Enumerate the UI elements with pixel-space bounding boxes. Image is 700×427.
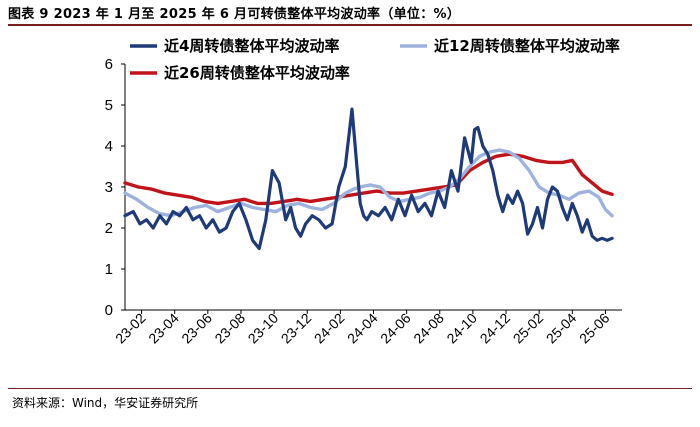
series-line-2 bbox=[123, 152, 614, 206]
x-tick-label: 24-04 bbox=[344, 310, 381, 347]
x-tick-label: 23-12 bbox=[278, 310, 315, 347]
x-tick-label: 25-06 bbox=[576, 310, 613, 347]
y-tick-label: 5 bbox=[105, 97, 113, 114]
legend-label-1: 近12周转债整体平均波动率 bbox=[434, 37, 620, 55]
series-line-1 bbox=[123, 148, 614, 218]
x-tick-label: 23-02 bbox=[112, 310, 149, 347]
y-tick-label: 4 bbox=[105, 138, 113, 155]
y-tick-label: 6 bbox=[105, 56, 113, 73]
x-tick-label: 24-12 bbox=[477, 310, 514, 347]
legend-label-2: 近26周转债整体平均波动率 bbox=[164, 64, 350, 82]
axes: 012345623-0223-0423-0623-0823-1023-1224-… bbox=[105, 56, 622, 346]
source-note: 资料来源：Wind，华安证券研究所 bbox=[12, 396, 199, 410]
x-tick-label: 25-02 bbox=[510, 310, 547, 347]
figure-title: 图表 9 2023 年 1 月至 2025 年 6 月可转债整体平均波动率（单位… bbox=[8, 7, 461, 22]
y-tick-label: 1 bbox=[105, 261, 113, 278]
x-tick-label: 23-10 bbox=[245, 310, 282, 347]
volatility-line-chart: 012345623-0223-0423-0623-0823-1023-1224-… bbox=[105, 37, 622, 346]
x-tick-label: 25-04 bbox=[543, 310, 580, 347]
x-tick-label: 24-10 bbox=[443, 310, 480, 347]
series-layer bbox=[123, 107, 614, 251]
x-tick-label: 23-06 bbox=[178, 310, 215, 347]
x-tick-label: 23-08 bbox=[211, 310, 248, 347]
x-tick-label: 23-04 bbox=[145, 310, 182, 347]
x-tick-label: 24-02 bbox=[311, 310, 348, 347]
legend-label-0: 近4周转债整体平均波动率 bbox=[164, 37, 339, 55]
x-tick-label: 24-06 bbox=[377, 310, 414, 347]
source-rule bbox=[8, 388, 692, 389]
series-line-0 bbox=[123, 107, 614, 251]
x-tick-label: 24-08 bbox=[410, 310, 447, 347]
y-tick-label: 3 bbox=[105, 179, 113, 196]
y-tick-label: 2 bbox=[105, 220, 113, 237]
y-tick-label: 0 bbox=[105, 302, 113, 319]
title-rule bbox=[8, 24, 692, 26]
